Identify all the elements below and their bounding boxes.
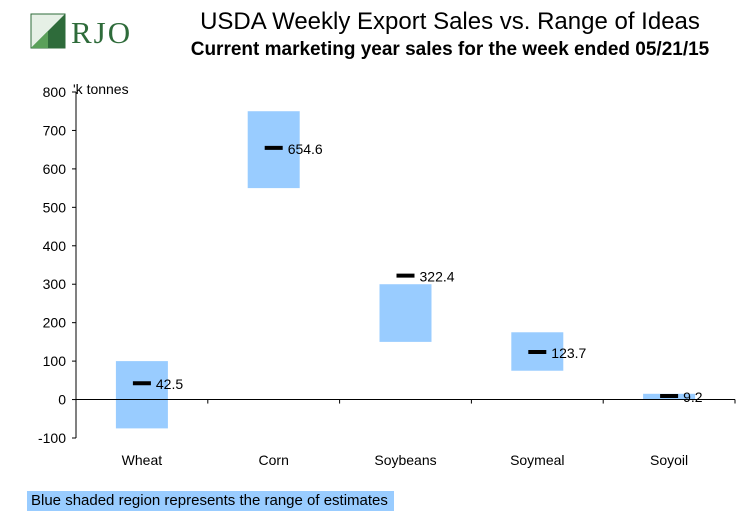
y-tick-label: 500: [43, 199, 67, 215]
rjo-logo-icon: RJO: [30, 11, 134, 51]
chart-title: USDA Weekly Export Sales vs. Range of Id…: [200, 8, 700, 35]
footer-note: Blue shaded region represents the range …: [27, 491, 394, 511]
y-tick-label: 400: [43, 238, 67, 254]
actual-value-label: 654.6: [288, 141, 323, 157]
y-tick-label: 700: [43, 122, 67, 138]
actual-value-label: 42.5: [156, 376, 183, 392]
range-bar-wheat: [115, 361, 168, 429]
actual-value-label: 9.2: [683, 389, 703, 405]
y-unit-label: 'k tonnes: [73, 81, 129, 97]
y-tick-label: 0: [58, 392, 66, 408]
x-category-label: Soymeal: [510, 452, 564, 468]
actual-value-label: 322.4: [420, 269, 455, 285]
logo-text: RJO: [71, 15, 133, 50]
x-category-label: Wheat: [122, 452, 163, 468]
actual-value-label: 123.7: [551, 345, 586, 361]
range-bar-soybeans: [379, 284, 432, 342]
y-tick-label: 600: [43, 161, 67, 177]
y-tick-label: 100: [43, 353, 67, 369]
y-tick-label: -100: [38, 430, 66, 446]
chart-subtitle: Current marketing year sales for the wee…: [190, 39, 710, 60]
y-tick-label: 300: [43, 276, 67, 292]
x-category-label: Soyoil: [650, 452, 688, 468]
x-category-label: Soybeans: [374, 452, 436, 468]
y-tick-label: 800: [43, 84, 67, 100]
x-category-label: Corn: [259, 452, 289, 468]
y-tick-label: 200: [43, 315, 67, 331]
